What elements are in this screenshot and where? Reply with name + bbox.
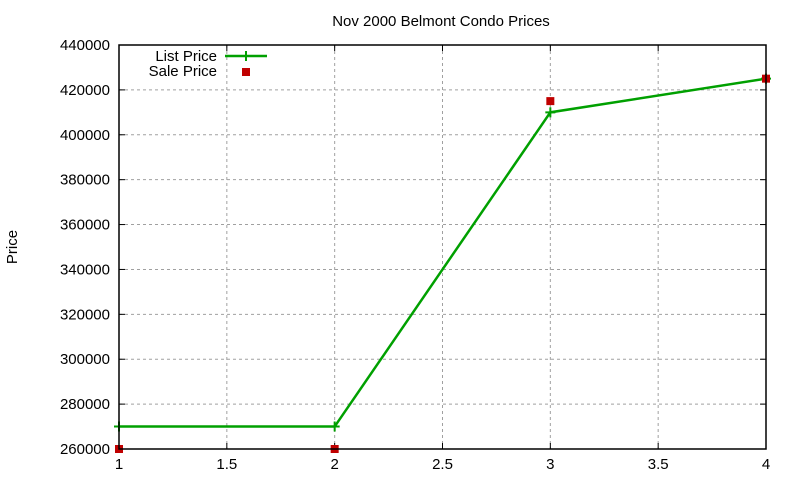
legend-item-list-price: List Price	[155, 48, 267, 65]
square-marker-icon	[242, 68, 250, 76]
y-axis-label: Price	[4, 230, 21, 264]
plus-marker-icon	[545, 107, 556, 118]
chart-title: Nov 2000 Belmont Condo Prices	[332, 13, 550, 30]
legend-item-sale-price: Sale Price	[149, 63, 250, 80]
y-tick-label: 440000	[60, 37, 110, 54]
plus-marker-icon	[329, 421, 340, 432]
legend-label-list-price: List Price	[155, 48, 217, 65]
y-tick-label: 360000	[60, 217, 110, 234]
legend-label-sale-price: Sale Price	[149, 63, 217, 80]
y-tick-label: 300000	[60, 351, 110, 368]
y-tick-label: 400000	[60, 127, 110, 144]
x-tick-label: 3	[546, 456, 554, 473]
y-tick-label: 340000	[60, 261, 110, 278]
x-tick-label: 1	[115, 456, 123, 473]
y-tick-label: 380000	[60, 172, 110, 189]
y-tick-label: 260000	[60, 441, 110, 458]
y-tick-label: 280000	[60, 396, 110, 413]
plot-frame	[118, 44, 767, 450]
legend: List Price Sale Price	[149, 48, 267, 80]
x-tick-label: 4	[762, 456, 770, 473]
x-tick-label: 2.5	[432, 456, 453, 473]
x-axis-ticks: 1 1.5 2 2.5 3 3.5 4	[115, 45, 770, 473]
series-line-list-price	[119, 77, 767, 428]
y-tick-label: 320000	[60, 306, 110, 323]
square-marker-icon	[546, 97, 555, 106]
y-axis-ticks: 260000 280000 300000 320000 340000 360000 3800…	[60, 37, 766, 458]
x-tick-label: 2	[330, 456, 338, 473]
plus-marker-icon	[241, 51, 251, 61]
y-tick-label: 420000	[60, 82, 110, 99]
x-tick-label: 1.5	[216, 456, 237, 473]
x-tick-label: 3.5	[648, 456, 669, 473]
grid-lines	[119, 45, 766, 449]
